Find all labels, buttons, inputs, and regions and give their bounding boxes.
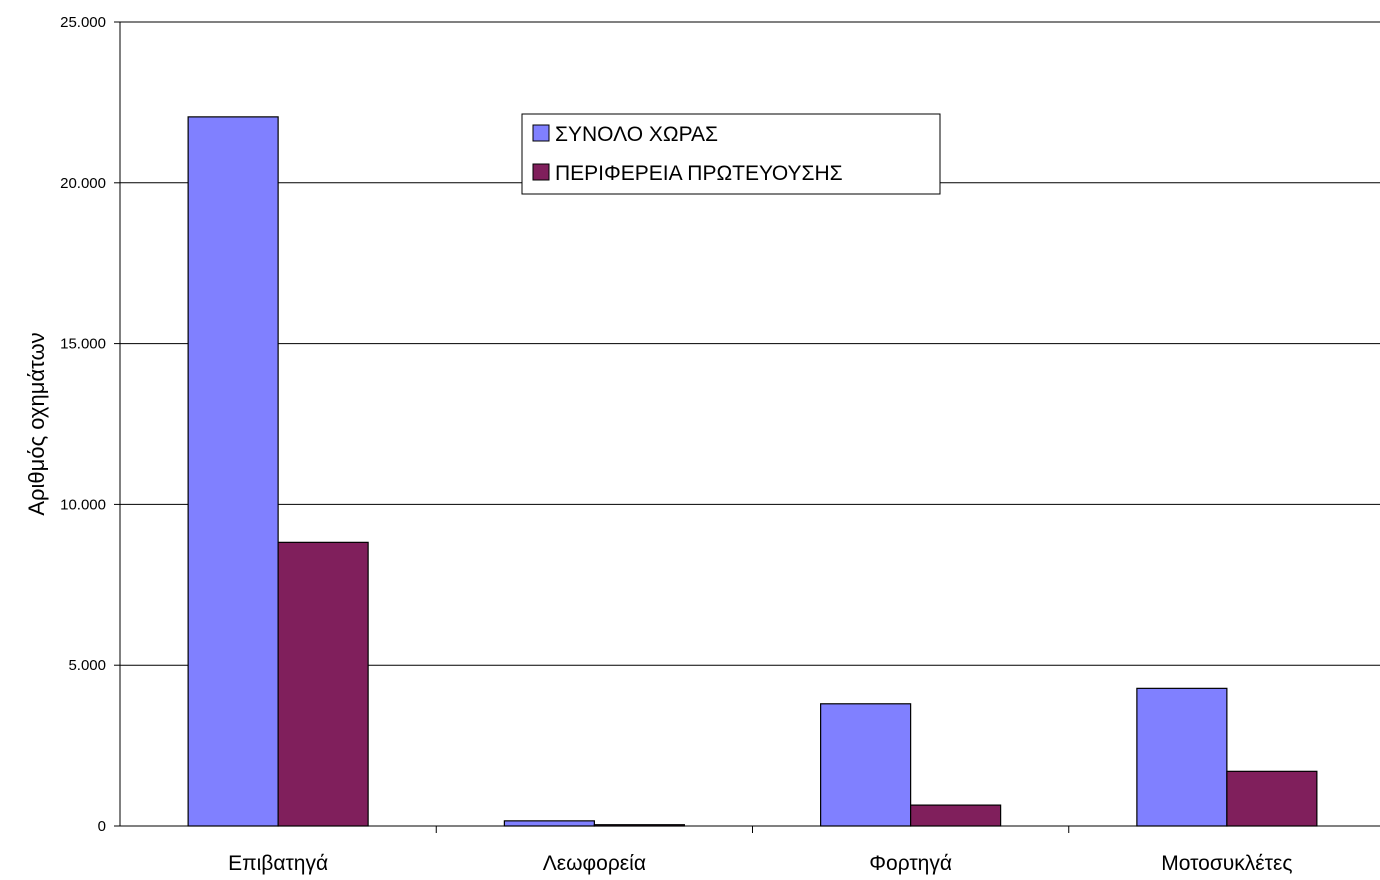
y-tick-label: 0 bbox=[98, 818, 106, 835]
y-tick-label: 20.000 bbox=[60, 175, 106, 192]
bar-total bbox=[1136, 687, 1228, 827]
y-tick-label: 15.000 bbox=[60, 336, 106, 353]
gridlines bbox=[120, 21, 1380, 666]
y-ticks: 0 5.000 10.000 15.000 20.000 25.000 bbox=[60, 14, 120, 835]
bar-total bbox=[503, 820, 595, 827]
legend-swatch-capital-region bbox=[532, 163, 550, 181]
bar-total bbox=[820, 703, 912, 827]
x-tick-label: Λεωφορεία bbox=[543, 852, 646, 875]
y-tick-label: 5.000 bbox=[68, 657, 106, 674]
bar-capital-region bbox=[910, 804, 1002, 827]
x-tick-label: Επιβατηγά bbox=[228, 852, 328, 875]
legend-box bbox=[521, 113, 941, 195]
x-ticks: Επιβατηγά Λεωφορεία Φορτηγά Μοτοσυκλέτες bbox=[228, 826, 1292, 875]
bar-capital-region bbox=[277, 541, 369, 827]
y-axis-title: Αριθμός οχημάτων bbox=[24, 332, 49, 515]
legend-label-capital-region: ΠΕΡΙΦΕΡΕΙΑ ΠΡΩΤΕΥΟΥΣΗΣ bbox=[555, 162, 843, 185]
x-tick-label: Μοτοσυκλέτες bbox=[1161, 852, 1292, 875]
legend-swatch-total bbox=[532, 124, 550, 142]
y-tick-label: 10.000 bbox=[60, 496, 106, 513]
bar-capital-region bbox=[1226, 770, 1318, 827]
legend: ΣΥΝΟΛΟ ΧΩΡΑΣ ΠΕΡΙΦΕΡΕΙΑ ΠΡΩΤΕΥΟΥΣΗΣ bbox=[521, 113, 941, 195]
y-tick-label: 25.000 bbox=[60, 14, 106, 31]
bar-total bbox=[187, 116, 279, 827]
x-tick-label: Φορτηγά bbox=[869, 852, 952, 875]
legend-label-total: ΣΥΝΟΛΟ ΧΩΡΑΣ bbox=[555, 123, 718, 146]
bars bbox=[187, 116, 1318, 827]
